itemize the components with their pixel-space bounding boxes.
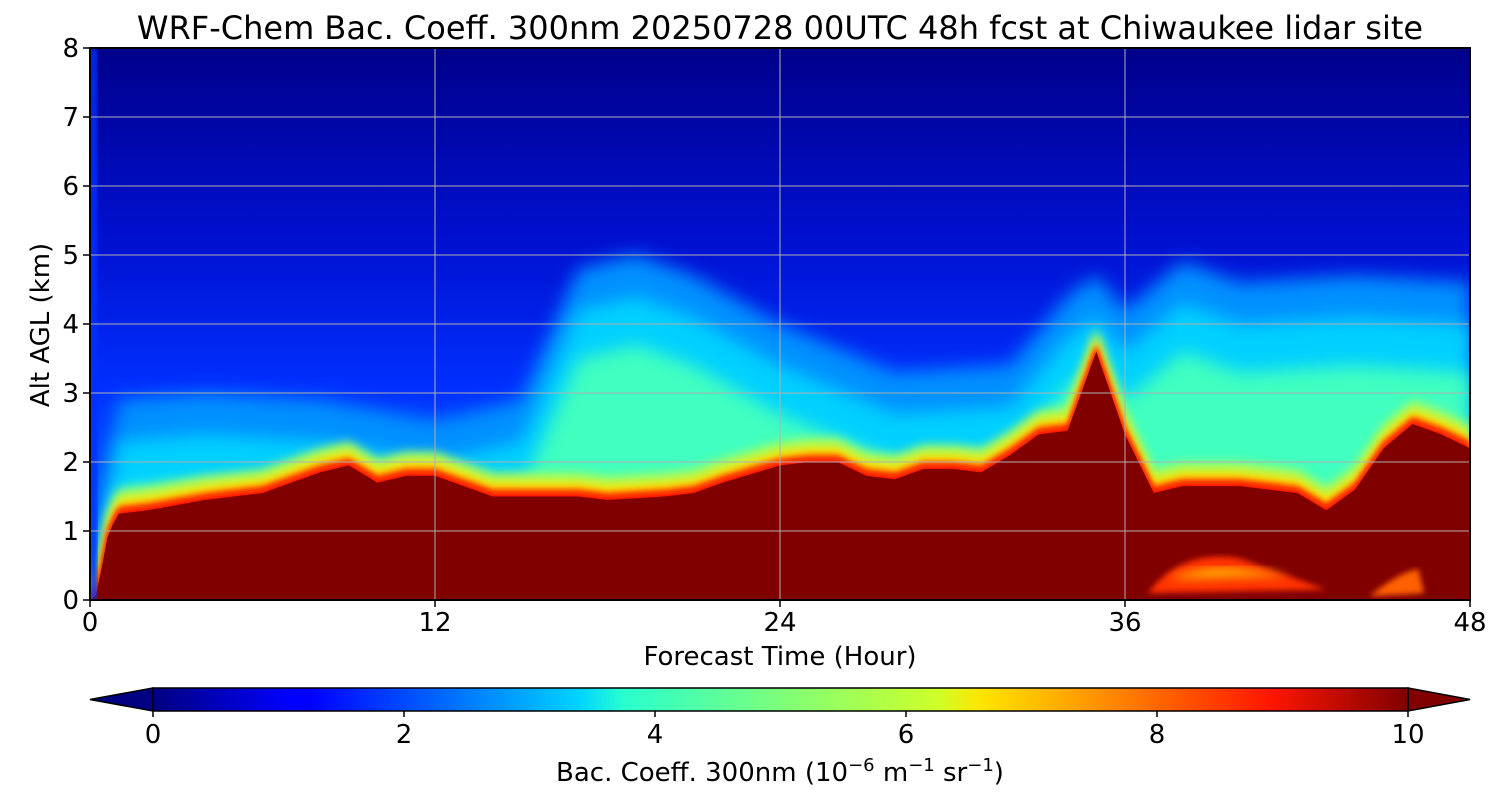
x-axis: 0 12 24 36 48 xyxy=(82,600,1487,638)
colorbar-label-mid2: sr xyxy=(935,758,968,788)
x-tick-label: 24 xyxy=(763,608,796,638)
colorbar-label-suffix: ) xyxy=(994,758,1004,788)
y-tick-label: 2 xyxy=(62,448,79,478)
y-tick-label: 1 xyxy=(62,517,79,547)
colorbar-tick-label: 6 xyxy=(898,720,915,750)
y-axis: 0 1 2 3 4 5 6 7 8 xyxy=(62,34,90,616)
gridlines xyxy=(90,48,1470,600)
x-tick-label: 0 xyxy=(82,608,99,638)
y-tick-label: 8 xyxy=(62,34,79,64)
colorbar-tick-label: 4 xyxy=(647,720,664,750)
colorbar-label-prefix: Bac. Coeff. 300nm (10 xyxy=(556,758,848,788)
y-tick-label: 4 xyxy=(62,310,79,340)
x-axis-label: Forecast Time (Hour) xyxy=(643,642,916,672)
colorbar-tick-label: 8 xyxy=(1149,720,1166,750)
colorbar-gradient xyxy=(152,687,1409,712)
chart-title: WRF-Chem Bac. Coeff. 300nm 20250728 00UT… xyxy=(137,9,1423,47)
colorbar-extend-min xyxy=(89,687,154,712)
x-tick-label: 36 xyxy=(1108,608,1141,638)
y-tick-label: 5 xyxy=(62,241,79,271)
y-axis-label: Alt AGL (km) xyxy=(26,243,56,407)
near-surface-pocket-late xyxy=(1369,568,1424,597)
colorbar-label-exp3: −1 xyxy=(967,755,994,776)
colorbar-label-exp2: −1 xyxy=(908,755,935,776)
colorbar-label-exp1: −6 xyxy=(848,755,875,776)
y-tick-label: 3 xyxy=(62,379,79,409)
near-surface-pocket-yellow xyxy=(1153,567,1292,587)
colorbar-tick-label: 10 xyxy=(1391,720,1424,750)
x-tick-label: 12 xyxy=(418,608,451,638)
y-tick-label: 6 xyxy=(62,172,79,202)
y-tick-label: 0 xyxy=(62,586,79,616)
colorbar-tick-label: 2 xyxy=(396,720,413,750)
colorbar-label-mid: m xyxy=(875,758,909,788)
colorbar: 0 2 4 6 8 10 xyxy=(89,687,1471,750)
colorbar-extend-max xyxy=(1407,687,1471,712)
x-tick-label: 48 xyxy=(1453,608,1486,638)
colorbar-label: Bac. Coeff. 300nm (10−6 m−1 sr−1) xyxy=(556,755,1004,788)
colorbar-tick-label: 0 xyxy=(145,720,162,750)
y-tick-label: 7 xyxy=(62,103,79,133)
